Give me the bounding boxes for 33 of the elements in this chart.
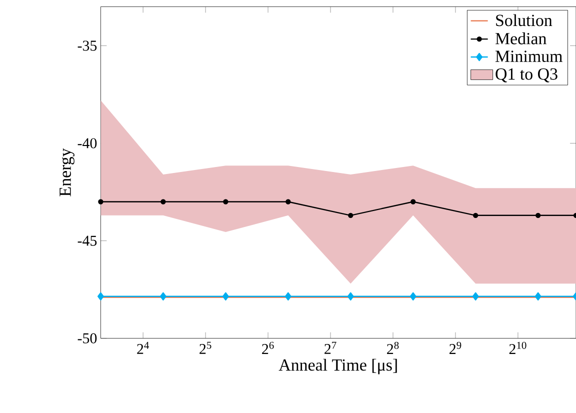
point xyxy=(534,292,542,300)
point xyxy=(348,212,354,218)
point xyxy=(535,212,541,218)
point xyxy=(472,292,479,300)
x-tick-label: 2$^{6}$ xyxy=(262,342,274,354)
y-axis-title: Energy xyxy=(60,148,74,196)
x-tick-label: 2$^{5}$ xyxy=(200,342,212,354)
legend-label: Solution xyxy=(496,14,552,26)
point xyxy=(160,199,166,204)
y-tick-label: -40 xyxy=(78,138,97,148)
point xyxy=(222,292,229,300)
point xyxy=(98,199,104,204)
point xyxy=(410,199,416,204)
x-tick-label: 2$^{9}$ xyxy=(450,342,462,354)
point xyxy=(97,292,104,300)
x-tick-label: 2$^{8}$ xyxy=(387,342,399,354)
y-tick-label: -35 xyxy=(78,40,97,51)
x-tick-label: 2$^{7}$ xyxy=(324,342,336,354)
y-tick-label: -45 xyxy=(78,236,97,246)
y-tick-label: -50 xyxy=(78,333,97,344)
point xyxy=(286,199,291,204)
legend-label: Median xyxy=(495,32,546,44)
point xyxy=(347,292,354,300)
point xyxy=(472,212,478,218)
legend-label: Q1 to Q3 xyxy=(496,68,558,82)
legend-label: Minimum xyxy=(495,50,562,62)
x-tick-label: 2$^{10}$ xyxy=(509,342,526,354)
point xyxy=(223,199,228,204)
point xyxy=(284,292,292,300)
point xyxy=(410,292,416,300)
x-axis-title: Anneal Time [μs] xyxy=(278,358,397,374)
point xyxy=(160,292,166,300)
x-tick-label: 2$^{4}$ xyxy=(137,342,149,354)
